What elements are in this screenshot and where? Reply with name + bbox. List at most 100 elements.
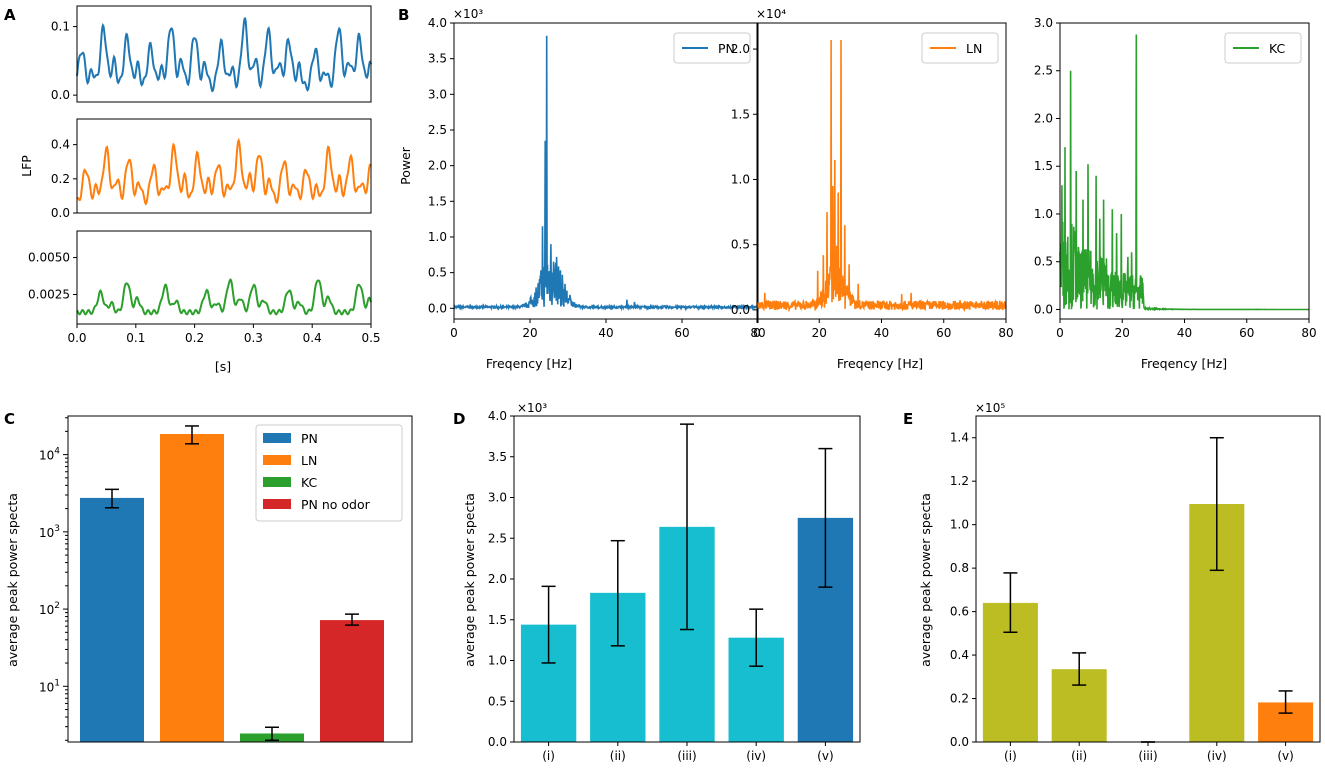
panel-d-ytick-label: 2.5 (488, 531, 507, 545)
panel-c-ytick-label: 103 (39, 524, 60, 540)
panel-e-ytick-label: 1.4 (950, 431, 969, 445)
panel-e-ytick-label: 0.8 (950, 561, 969, 575)
panel-e-xtick-label: (iv) (1207, 749, 1227, 763)
panel-d-xtick-label: (i) (542, 749, 555, 763)
panel-c-legend: PN LN KC PN no odor (255, 424, 403, 522)
panel-a-xtick-label: 0.3 (244, 331, 263, 345)
panel-label-c: C (4, 410, 15, 428)
panel-c-ytick-exp: 3 (54, 524, 60, 534)
panel-b-pn-frame (453, 22, 759, 320)
panel-e-xtick-label: (v) (1277, 749, 1293, 763)
panel-d-xtick-label: (v) (817, 749, 833, 763)
legend-swatch-kc (263, 477, 291, 487)
panel-e-ytick-label: 1.2 (950, 474, 969, 488)
panel-e-ytick-label: 0.6 (950, 605, 969, 619)
legend-swatch-pn (263, 433, 291, 443)
panel-d-ylabel: average peak power specta (462, 493, 477, 667)
panel-b-kc-legend-label: KC (1269, 41, 1286, 56)
panel-d-ytick-label: 3.5 (488, 450, 507, 464)
legend-label-ln: LN (301, 453, 317, 468)
panel-b-pn-ytick-label: 2.5 (428, 123, 447, 137)
panel-a-xtick-label: 0.2 (185, 331, 204, 345)
panel-b-ln-xtick-label: 40 (874, 326, 889, 340)
panel-d-ytick-label: 1.0 (488, 654, 507, 668)
panel-b-kc-ytick-label: 2.0 (1034, 111, 1053, 125)
panel-a-xtick-label: 0.0 (67, 331, 86, 345)
panel-e-xtick-label: (iii) (1138, 749, 1157, 763)
panel-b-pn-xtick-label: 20 (522, 326, 537, 340)
panel-a-kc-frame (76, 230, 372, 325)
panel-label-a: A (4, 6, 16, 24)
panel-b-ln-xtick-label: 20 (812, 326, 827, 340)
panel-b3-xlabel: Freqency [Hz] (1141, 356, 1227, 371)
panel-b-ln-spectrum (756, 39, 1007, 313)
panel-a-ylabel: LFP (19, 155, 34, 177)
panel-b-pn-ytick-label: 4.0 (428, 16, 447, 30)
panel-b-kc-ytick-label: 3.0 (1034, 16, 1053, 30)
panel-c-ylabel: average peak power specta (5, 493, 20, 667)
panel-b-kc-ytick-label: 0.5 (1034, 255, 1053, 269)
panel-b-pn-legend (673, 32, 751, 64)
panel-b-ylabel: Power (398, 146, 413, 185)
panel-e-frame (975, 415, 1321, 743)
panel-b-pn-xtick-label: 60 (674, 326, 689, 340)
panel-e-ytick-label: 1.0 (950, 518, 969, 532)
panel-a-ln-frame (76, 118, 372, 214)
panel-d-scale: ×10³ (517, 401, 547, 415)
panel-e-xtick-label: (ii) (1071, 749, 1087, 763)
panel-a-xlabel: [s] (215, 359, 231, 374)
panel-c-ytick-exp: 4 (54, 447, 60, 457)
panel-b-kc-xtick-label: 20 (1115, 326, 1130, 340)
panel-e-ytick-label: 0.4 (950, 648, 969, 662)
panel-e-ytick-label: 0.0 (950, 735, 969, 749)
panel-b-kc-xtick-label: 80 (1301, 326, 1316, 340)
panel-b-pn-ytick-label: 1.0 (428, 230, 447, 244)
panel-c-legend-frame (255, 424, 403, 522)
panel-b-kc-spectrum (1059, 34, 1309, 312)
bar-c-ln (160, 433, 224, 742)
panel-b-kc-ytick-label: 1.0 (1034, 207, 1053, 221)
panel-b-pn-ytick-label: 1.5 (428, 194, 447, 208)
panel-b-pn-xtick-label: 0 (450, 326, 458, 340)
panel-a-pn-trace (76, 17, 372, 93)
panel-label-b: B (398, 6, 409, 24)
panel-label-e: E (903, 410, 913, 428)
panel-b-kc-legend (1224, 32, 1302, 64)
panel-a-kc-ytick-label: 0.0050 (28, 251, 70, 265)
panel-a-ln-trace (76, 137, 372, 206)
panel-b-ln-ytick-label: 1.5 (731, 107, 750, 121)
panel-b-kc-ytick-label: 2.5 (1034, 64, 1053, 78)
panel-b-ln-xtick-label: 0 (753, 326, 761, 340)
legend-label-pn-no-odor: PN no odor (301, 497, 371, 512)
panel-d-xtick-label: (iv) (746, 749, 766, 763)
panel-d-ytick-label: 1.5 (488, 613, 507, 627)
panel-a-kc-ytick-label: 0.0025 (28, 287, 70, 301)
panel-b-pn-ytick-label: 2.0 (428, 159, 447, 173)
panel-a-pn-ytick-label: 0.1 (51, 20, 70, 34)
panel-b-pn-xtick-label: 80 (750, 326, 765, 340)
panel-b-kc-ytick-label: 1.5 (1034, 159, 1053, 173)
panel-b-ln-xtick-label: 80 (998, 326, 1013, 340)
panel-b1-scale: ×10³ (453, 7, 483, 21)
panel-b-pn-ytick-label: 0.5 (428, 266, 447, 280)
panel-b-pn-legend-label: PN (718, 41, 735, 56)
panel-b-ln-ytick-label: 0.0 (731, 303, 750, 317)
panel-b-pn-ytick-label: 0.0 (428, 301, 447, 315)
bar-c-pn (80, 497, 144, 742)
panel-e-xtick-label: (i) (1004, 749, 1017, 763)
panel-b-pn-ytick-label: 3.0 (428, 87, 447, 101)
panel-c-ytick-exp: 2 (54, 601, 60, 611)
panel-b-pn-xtick-label: 40 (598, 326, 613, 340)
plot-layer: 0.0 0.1 0.0 0.2 0.4 0.0025 0.0050 0.0 0.1 0.2 0.3 0… (28, 5, 1321, 763)
panel-c-ytick-label: 104 (39, 447, 60, 463)
panel-a-kc-trace (76, 278, 372, 316)
panel-b2-scale: ×10⁴ (756, 7, 786, 21)
panel-c-ytick-label: 101 (39, 678, 60, 694)
panel-c-frame (67, 415, 413, 743)
panel-b-ln-legend-label: LN (966, 41, 982, 56)
panel-b-pn-spectrum (453, 35, 759, 312)
panel-b-ln-xtick-label: 60 (936, 326, 951, 340)
panel-a-ln-ytick-label: 0.4 (51, 138, 70, 152)
panel-e-ytick-label: 0.2 (950, 692, 969, 706)
panel-d-xtick-label: (ii) (610, 749, 626, 763)
